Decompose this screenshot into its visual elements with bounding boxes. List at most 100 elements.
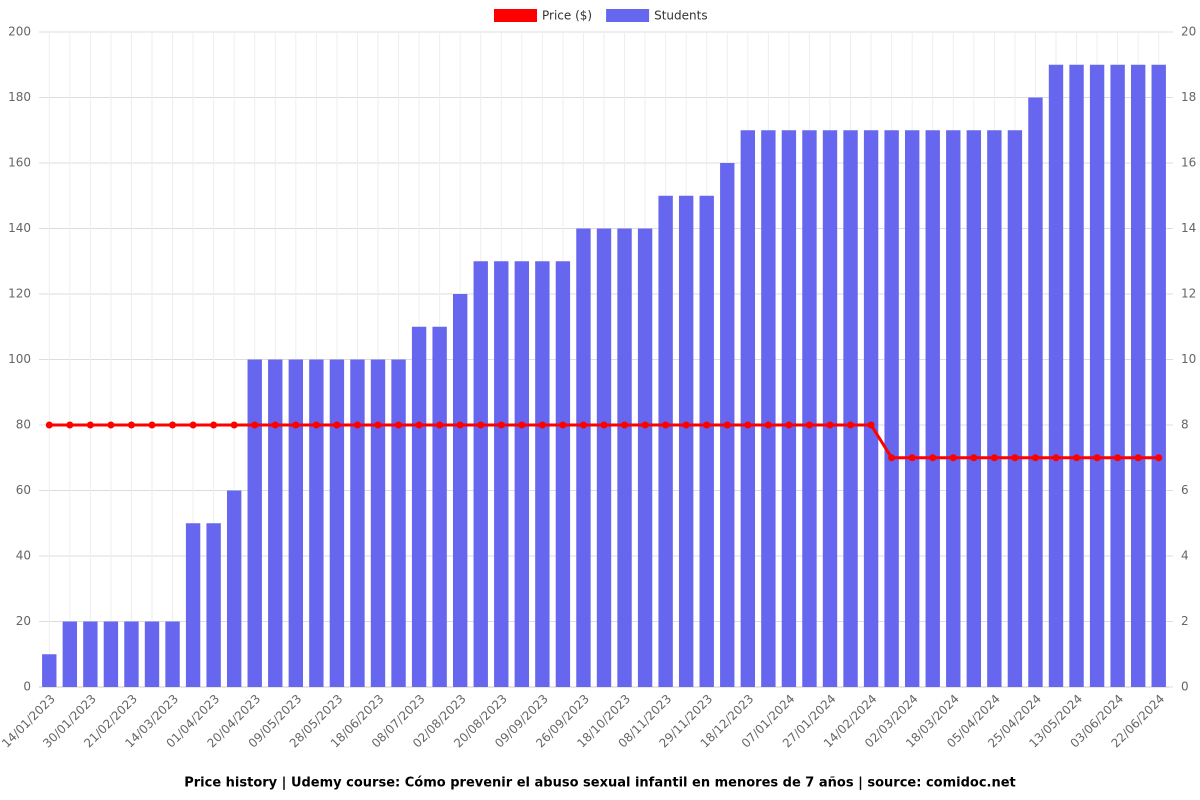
bar: [1028, 97, 1043, 687]
price-point: [210, 421, 218, 429]
price-point: [682, 421, 690, 429]
bar: [555, 261, 571, 687]
price-point: [1031, 454, 1039, 462]
bar: [391, 359, 406, 687]
price-point: [949, 454, 957, 462]
bar: [1110, 64, 1125, 687]
price-point: [271, 421, 279, 429]
bar: [843, 130, 858, 687]
y2-tick-label: 6: [1181, 483, 1189, 497]
price-point: [169, 421, 177, 429]
bar: [42, 654, 57, 687]
price-point: [436, 421, 444, 429]
price-point: [1114, 454, 1122, 462]
price-point: [456, 421, 464, 429]
price-point: [230, 421, 238, 429]
bar: [699, 195, 714, 687]
bar: [226, 490, 242, 687]
bar: [1007, 130, 1023, 687]
price-point: [86, 421, 94, 429]
price-point: [990, 454, 998, 462]
price-point: [374, 421, 382, 429]
bar: [617, 228, 632, 687]
bar: [1048, 64, 1064, 687]
bar: [987, 130, 1002, 687]
bar: [83, 621, 98, 687]
bar: [1151, 64, 1166, 687]
bar: [206, 523, 221, 687]
y2-tick-label: 20: [1181, 25, 1196, 39]
price-point: [908, 454, 916, 462]
price-point: [1155, 454, 1163, 462]
price-point: [189, 421, 197, 429]
y-tick-label: 100: [8, 352, 31, 366]
bar: [185, 523, 201, 687]
price-point: [805, 421, 813, 429]
price-point: [744, 421, 752, 429]
bar: [1089, 64, 1105, 687]
price-point: [333, 421, 341, 429]
bar: [432, 326, 447, 687]
y2-tick-label: 16: [1181, 156, 1196, 170]
bar: [411, 326, 427, 687]
y-tick-label: 80: [16, 418, 31, 432]
y-tick-label: 180: [8, 90, 31, 104]
y-tick-label: 20: [16, 614, 31, 628]
bar: [946, 130, 961, 687]
y-tick-label: 120: [8, 287, 31, 301]
y-tick-label: 0: [23, 680, 31, 694]
y2-tick-label: 0: [1181, 680, 1189, 694]
bar: [904, 130, 920, 687]
price-point: [764, 421, 772, 429]
bar: [62, 621, 78, 687]
legend-swatch: [494, 9, 537, 22]
bar: [637, 228, 653, 687]
bar: [309, 359, 324, 687]
price-point: [559, 421, 567, 429]
legend-text: Students: [654, 9, 708, 23]
y-tick-label: 200: [8, 25, 31, 39]
price-point: [538, 421, 546, 429]
legend: Price ($) Students: [494, 9, 708, 23]
bar: [514, 261, 530, 687]
bar: [144, 621, 160, 687]
price-point: [785, 421, 793, 429]
y2-tick-label: 10: [1181, 352, 1196, 366]
price-point: [1134, 454, 1142, 462]
price-point: [579, 421, 587, 429]
bar: [781, 130, 797, 687]
y2-tick-label: 2: [1181, 614, 1189, 628]
bar: [350, 359, 365, 687]
bar: [802, 130, 817, 687]
price-point: [312, 421, 320, 429]
price-point: [662, 421, 670, 429]
y-tick-label: 140: [8, 221, 31, 235]
bar: [103, 621, 119, 687]
price-point: [1052, 454, 1060, 462]
bar: [658, 195, 673, 687]
chart-title: Price history | Udemy course: Cómo preve…: [184, 776, 1016, 791]
bar: [247, 359, 262, 687]
y-tick-label: 160: [8, 156, 31, 170]
price-point: [45, 421, 53, 429]
bar: [452, 294, 468, 687]
price-point: [395, 421, 403, 429]
y2-tick-label: 8: [1181, 418, 1189, 432]
bar: [822, 130, 838, 687]
price-point: [353, 421, 361, 429]
bar: [124, 621, 139, 687]
legend-text: Price ($): [542, 9, 592, 23]
bar: [884, 130, 899, 687]
price-point: [847, 421, 855, 429]
bar: [863, 130, 879, 687]
y2-tick-label: 14: [1181, 221, 1196, 235]
y2-tick-label: 18: [1181, 90, 1196, 104]
bar: [268, 359, 283, 687]
price-point: [107, 421, 115, 429]
price-point: [518, 421, 526, 429]
price-point: [66, 421, 74, 429]
bar: [535, 261, 550, 687]
price-point: [148, 421, 156, 429]
bar: [329, 359, 345, 687]
